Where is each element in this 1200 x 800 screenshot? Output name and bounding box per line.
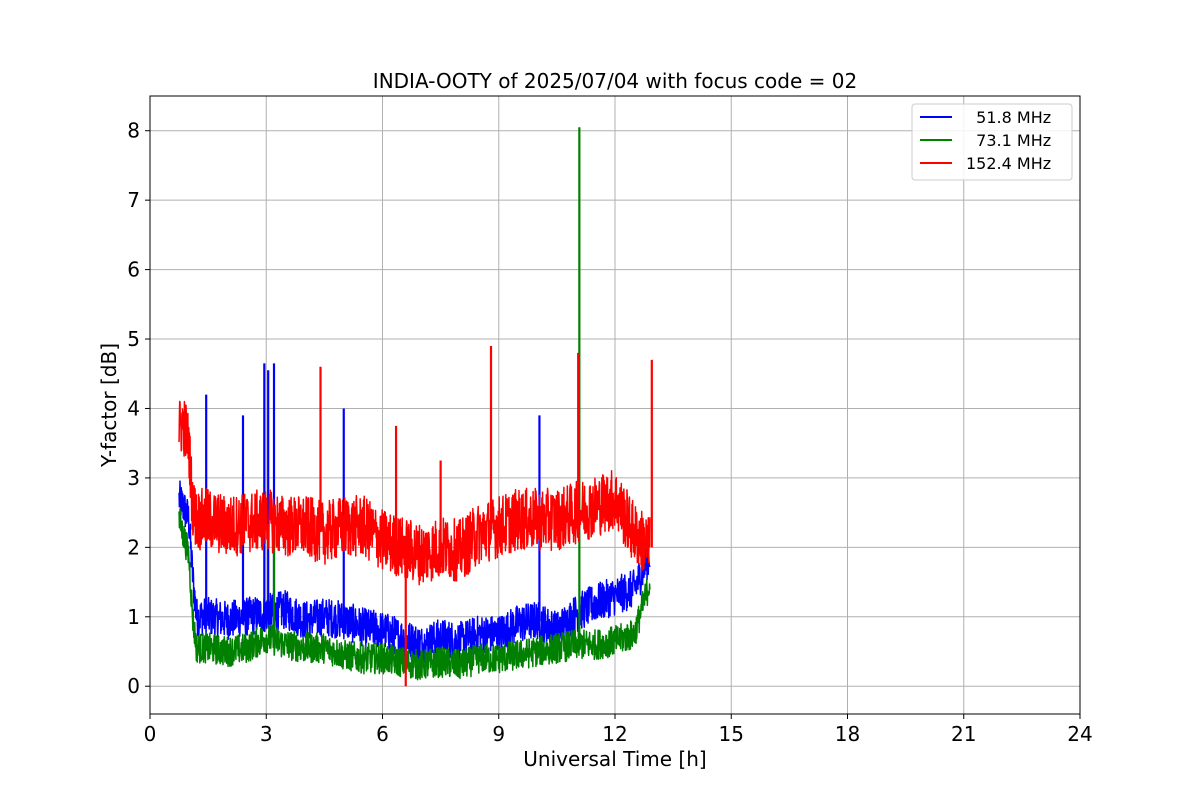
x-axis-label: Universal Time [h] [523,747,706,771]
y-tick-label: 2 [127,535,140,559]
legend-label: 51.8 MHz [966,108,1051,127]
y-tick-label: 7 [127,188,140,212]
x-tick-label: 6 [376,722,389,746]
x-tick-label: 9 [492,722,505,746]
y-tick-label: 4 [127,396,140,420]
legend: 51.8 MHz 73.1 MHz 152.4 MHz [911,103,1073,181]
series-line [178,400,651,586]
y-tick-label: 5 [127,327,140,351]
legend-label: 152.4 MHz [966,154,1051,173]
x-tick-label: 24 [1067,722,1092,746]
y-tick-label: 8 [127,119,140,143]
x-tick-label: 3 [260,722,273,746]
series-line [178,508,651,681]
x-tick-label: 12 [602,722,627,746]
y-tick-label: 1 [127,605,140,629]
legend-label: 73.1 MHz [966,131,1051,150]
series-3 [178,345,653,687]
y-axis-label: Y-factor [dB] [97,343,121,468]
legend-box [911,103,1073,181]
series-2 [178,127,651,681]
y-tick-label: 0 [127,674,140,698]
x-tick-label: 21 [951,722,976,746]
chart-title: INDIA-OOTY of 2025/07/04 with focus code… [373,69,857,93]
x-tick-label: 0 [144,722,157,746]
x-tick-label: 18 [835,722,860,746]
y-tick-label: 6 [127,258,140,282]
y-tick-label: 3 [127,466,140,490]
x-tick-label: 15 [719,722,744,746]
series-group [178,127,653,687]
